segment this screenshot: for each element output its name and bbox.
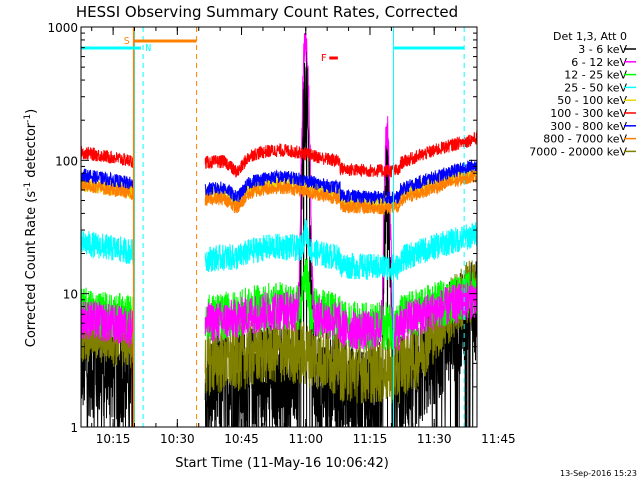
- legend-entry-label: 50 - 100 keV: [557, 94, 627, 107]
- y-tick-label: 1000: [47, 21, 78, 35]
- series-s1: [80, 33, 478, 351]
- series-line-s5: [80, 145, 134, 168]
- x-tick-label: 10:30: [160, 432, 195, 446]
- y-axis-label-end: ): [24, 109, 39, 114]
- series-line-s6: [204, 158, 478, 206]
- series-line-s8: [204, 251, 478, 404]
- x-tick-label: 10:45: [224, 432, 259, 446]
- series-line-s7: [80, 179, 134, 200]
- legend-entry-label: 800 - 7000 keV: [543, 133, 627, 146]
- series-line-s1: [80, 301, 134, 349]
- legend-entry-label: 12 - 25 keV: [564, 69, 627, 82]
- x-axis-label: Start Time (11-May-16 10:06:42): [175, 456, 389, 471]
- legend-entry-label: 300 - 800 keV: [550, 120, 627, 133]
- x-tick-label: 11:45: [481, 432, 516, 446]
- x-tick-label: 11:00: [288, 432, 323, 446]
- x-tick-label: 11:30: [417, 432, 452, 446]
- y-axis-label-mid: detector: [24, 122, 39, 182]
- series-line-s1: [204, 33, 478, 351]
- y-axis-label-sup1: -1: [23, 182, 33, 191]
- y-tick-label: 10: [63, 288, 78, 302]
- y-tick-label: 1: [70, 421, 78, 435]
- legend-title: Det 1,3, Att 0: [553, 30, 627, 43]
- series-s7: [80, 169, 478, 216]
- series-line-s7: [204, 169, 478, 216]
- x-tick-label: 10:15: [96, 432, 131, 446]
- chart-title: HESSI Observing Summary Count Rates, Cor…: [76, 3, 458, 21]
- legend-entry-label: 100 - 300 keV: [550, 107, 627, 120]
- plot-area: S N F: [80, 27, 478, 428]
- plot-frame: [80, 26, 478, 428]
- series-line-s3: [80, 229, 134, 266]
- plot-border: [80, 26, 478, 428]
- night-label: N: [145, 43, 151, 54]
- legend-entry-label: 25 - 50 keV: [564, 81, 627, 94]
- series-s6: [80, 158, 478, 206]
- series-s5: [80, 130, 478, 178]
- series-line-s5: [204, 130, 478, 178]
- series-s3: [80, 218, 478, 281]
- series-line-s6: [80, 168, 134, 190]
- legend-entry-label: 7000 - 20000 keV: [529, 145, 627, 158]
- y-axis-label-sup2: -1: [23, 114, 33, 123]
- y-tick-label: 100: [55, 154, 78, 168]
- y-axis-label-main: Corrected Count Rate (s: [24, 191, 39, 348]
- saa-label: S: [124, 36, 130, 47]
- x-tick-label: 11:15: [353, 432, 388, 446]
- flare-label: F: [321, 53, 327, 64]
- legend-entry-label: 6 - 12 keV: [571, 56, 627, 69]
- y-axis-label: Corrected Count Rate (s-1 detector-1): [23, 109, 39, 347]
- legend-entry-label: 3 - 6 keV: [578, 43, 627, 56]
- series-line-s3: [204, 218, 478, 281]
- series-line-s0: [80, 312, 134, 428]
- timestamp: 13-Sep-2016 15:23: [560, 469, 637, 478]
